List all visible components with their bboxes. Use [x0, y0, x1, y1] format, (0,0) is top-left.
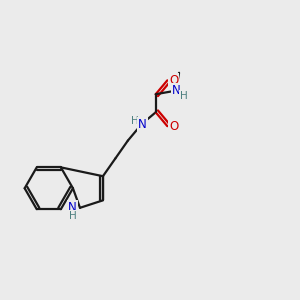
- Text: H: H: [180, 91, 188, 101]
- Text: N: N: [68, 201, 77, 214]
- Text: O: O: [169, 74, 178, 87]
- Text: N: N: [138, 118, 147, 131]
- Text: H: H: [69, 211, 76, 221]
- Text: N: N: [172, 84, 181, 97]
- Text: O: O: [169, 120, 178, 133]
- Text: H: H: [131, 116, 139, 126]
